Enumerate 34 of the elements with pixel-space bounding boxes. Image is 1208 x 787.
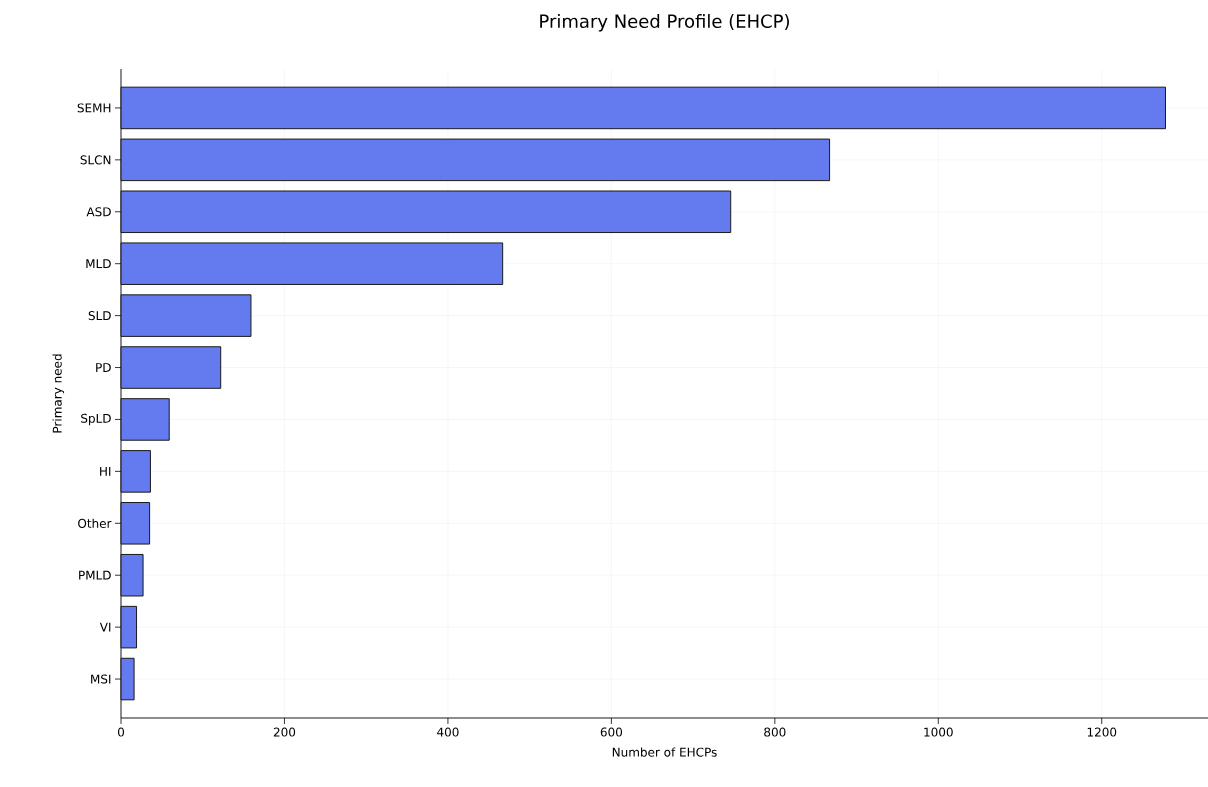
y-tick-label: SLD [88,311,111,321]
x-tick-label: 400 [437,727,459,737]
bar [120,605,138,649]
y-tick-label: VI [99,622,111,632]
bar [120,450,151,493]
bar [120,190,732,234]
y-tick-label: ASD [86,207,111,217]
y-tick-label: SEMH [77,103,111,113]
chart-title: Primary Need Profile (EHCP) [540,14,789,32]
bar [120,657,135,701]
y-tick-label: MLD [86,259,111,269]
bar [120,398,170,441]
x-tick-label: 200 [273,727,296,737]
y-tick-label: PD [96,363,111,372]
x-tick-label: 800 [764,727,786,737]
bar [120,553,144,597]
y-tick-label: SLCN [80,155,111,165]
y-tick-label: MSI [91,674,111,684]
bar [120,242,504,285]
x-tick-label: 1000 [924,727,953,737]
y-tick-label: Other [78,518,112,528]
x-tick-label: 1200 [1087,727,1117,737]
x-axis-title: Number of EHCPs [612,747,717,757]
y-tick-label: HI [100,467,111,476]
bar [120,346,222,389]
bar [120,294,252,337]
x-tick-label: 0 [117,727,125,737]
y-tick-label: PMLD [79,570,111,580]
y-axis-title: Primary need [52,354,65,433]
bar [120,138,831,182]
bar [120,86,1166,130]
bar [120,502,151,545]
y-tick-label: SpLD [81,413,111,426]
x-tick-label: 600 [600,727,623,737]
